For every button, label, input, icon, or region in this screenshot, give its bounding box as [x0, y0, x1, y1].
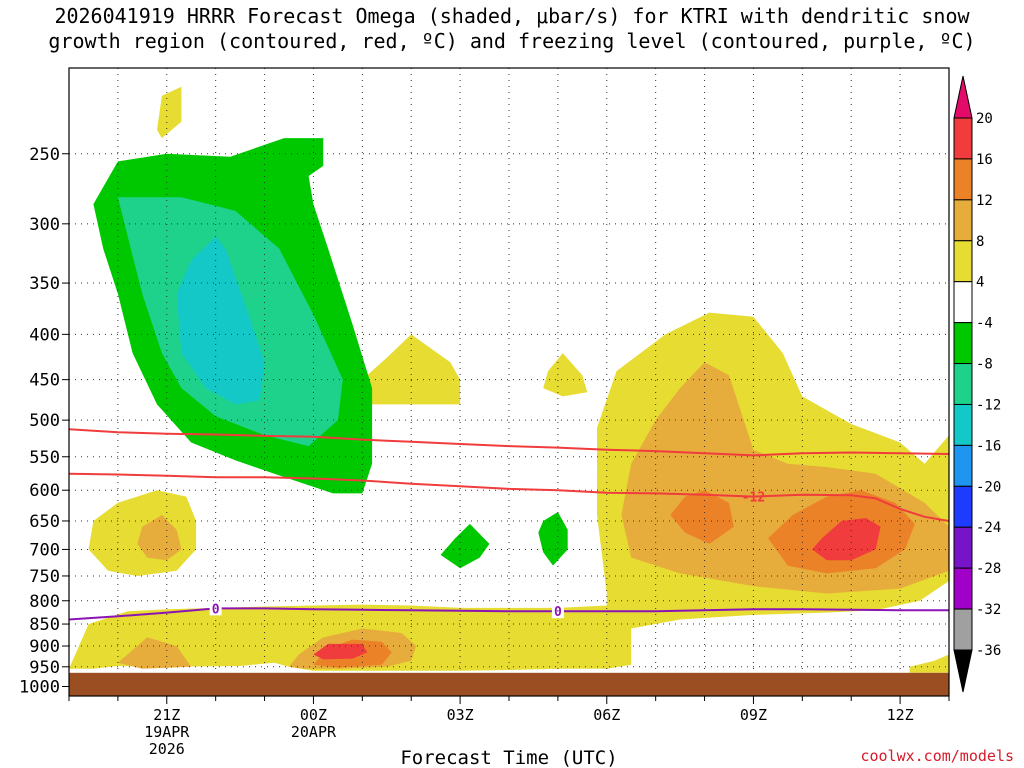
isotherm-extra-label-bg-0 [551, 604, 564, 619]
omega-region-10-level-12 [670, 490, 734, 544]
colorbar-swatch--12 [953, 363, 973, 405]
omega-region-13-level-16 [812, 518, 881, 561]
colorbar-swatch--16 [953, 403, 973, 446]
title-line-1: 2026041919 HRRR Forecast Omega (shaded, … [54, 4, 970, 28]
ytick-label-700: 700 [29, 540, 60, 560]
isotherm-label-bg-freezing_0 [209, 601, 222, 616]
xtick-label-00Z: 00Z [300, 706, 327, 724]
credit-text: coolwx.com/models [860, 747, 1014, 765]
isotherm-label-dgz_-12: -12 [742, 491, 765, 506]
ground-layer [69, 672, 949, 696]
colorbar-label--4: -4 [976, 316, 993, 332]
xtick-sublabel1-00Z: 20APR [291, 723, 337, 741]
xtick-label-21Z: 21Z [153, 706, 180, 724]
ytick-label-750: 750 [29, 567, 60, 587]
ytick-label-850: 850 [29, 615, 60, 635]
xtick-label-06Z: 06Z [593, 706, 620, 724]
colorbar-top-triangle [953, 75, 973, 119]
colorbar-swatch--28 [953, 526, 973, 569]
colorbar-swatch--24 [953, 485, 973, 528]
colorbar-swatch-8 [953, 199, 973, 242]
ytick-label-650: 650 [29, 512, 60, 532]
omega-fill-layer [69, 86, 949, 673]
ytick-label-450: 450 [29, 371, 60, 391]
colorbar-label--24: -24 [976, 520, 1001, 536]
xtick-sublabel2-21Z: 2026 [149, 740, 185, 758]
ytick-label-950: 950 [29, 658, 60, 678]
title-line-2: growth region (contoured, red, ºC) and f… [48, 29, 976, 53]
xtick-label-09Z: 09Z [740, 706, 767, 724]
omega-region-19-level--12 [176, 236, 265, 405]
ytick-label-500: 500 [29, 411, 60, 431]
colorbar-legend: 20 16 12 8 4 -4 -8 -12 -16 -20 -24 -28 -32 -36 [953, 75, 1001, 693]
colorbar-swatch--32 [953, 567, 973, 610]
colorbar-label--32: -32 [976, 602, 1001, 618]
colorbar-label--28: -28 [976, 561, 1001, 577]
isotherm-label-freezing_0: 0 [212, 602, 220, 617]
ytick-label-400: 400 [29, 325, 60, 345]
isotherm-dgz_upper [69, 428, 949, 457]
omega-region-3-level-4 [543, 353, 588, 397]
omega-region-17-level--4 [538, 512, 568, 566]
colorbar-label-8: 8 [976, 234, 984, 250]
omega-region-2-level-4 [362, 334, 461, 405]
colorbar-swatch--36 [953, 608, 973, 651]
xtick-label-03Z: 03Z [447, 706, 474, 724]
colorbar-bottom-triangle [953, 649, 973, 693]
colorbar-label--12: -12 [976, 397, 1001, 413]
colorbar-label--20: -20 [976, 479, 1001, 495]
isotherm-dgz_-12 [69, 472, 949, 522]
isotherm-extra-label-0: 0 [554, 605, 562, 620]
ytick-label-300: 300 [29, 215, 60, 235]
colorbar-label-12: 12 [976, 193, 993, 209]
ytick-label-550: 550 [29, 448, 60, 468]
ground-surface [69, 672, 949, 696]
isotherm-layer: -12 0 0 [69, 428, 949, 621]
omega-region-5-level-4 [909, 654, 949, 673]
x-axis-label: Forecast Time (UTC) [400, 747, 617, 768]
colorbar-swatch--8 [953, 322, 973, 365]
colorbar-label-4: 4 [976, 275, 984, 291]
ytick-label-250: 250 [29, 145, 60, 165]
colorbar-swatch--4 [953, 281, 973, 324]
ytick-label-900: 900 [29, 637, 60, 657]
colorbar-label-20: 20 [976, 111, 993, 127]
colorbar-swatch-4 [953, 240, 973, 283]
xtick-label-12Z: 12Z [887, 706, 914, 724]
y-axis: 2503003504004505005506006507007508008509… [19, 145, 69, 698]
colorbar-label-16: 16 [976, 152, 993, 168]
colorbar-swatch--20 [953, 444, 973, 487]
colorbar-label--36: -36 [976, 643, 1001, 659]
colorbar-label--16: -16 [976, 438, 1001, 454]
ytick-label-800: 800 [29, 592, 60, 612]
ytick-label-350: 350 [29, 274, 60, 294]
omega-region-16-level--4 [440, 523, 490, 569]
omega-region-7-level-8 [137, 515, 182, 561]
omega-region-4-level-4 [157, 86, 182, 139]
ytick-label-600: 600 [29, 481, 60, 501]
omega-region-14-level-16 [313, 643, 368, 660]
omega-region-9-level-8 [117, 637, 192, 669]
ytick-label-1000: 1000 [19, 678, 60, 698]
chart-title: 2026041919 HRRR Forecast Omega (shaded, … [0, 4, 1024, 54]
gridlines [69, 68, 949, 673]
xtick-sublabel1-21Z: 19APR [144, 723, 190, 741]
colorbar-label--8: -8 [976, 357, 993, 373]
colorbar-swatch-12 [953, 158, 973, 201]
colorbar-swatch-16 [953, 117, 973, 160]
